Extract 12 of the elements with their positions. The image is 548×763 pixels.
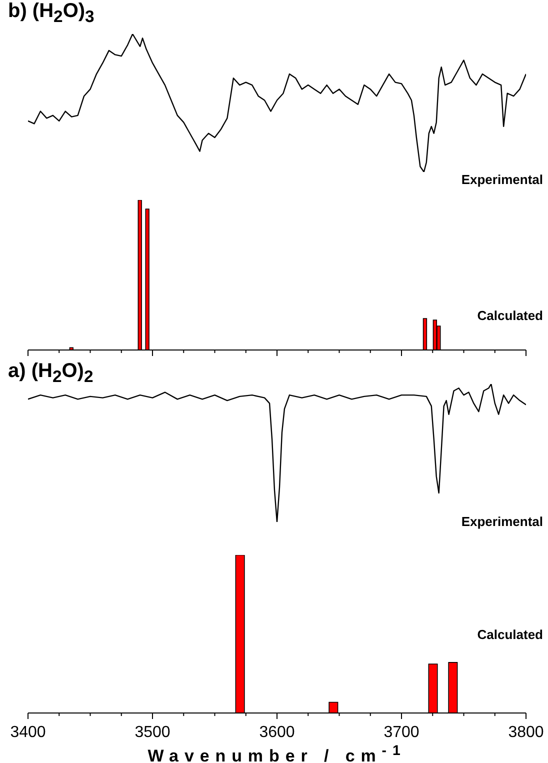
annotation: Experimental [461,514,543,529]
annotation: Calculated [477,308,543,323]
x-tick-label: 3800 [508,724,544,741]
chart-title: b) (H$_{2}$O)$_{3}$ [8,0,94,27]
x-axis-title: Wavenumber / cm$^{-1}$ [146,743,408,763]
annotation: Experimental [461,172,543,187]
x-tick-label: 3400 [10,724,46,741]
x-tick-label: 3700 [384,724,420,741]
annotation: Calculated [477,627,543,642]
x-tick-label: 3600 [259,724,295,741]
chart-title: a) (H$_{2}$O)$_{2}$ [8,360,94,387]
x-tick-label: 3500 [134,724,170,741]
